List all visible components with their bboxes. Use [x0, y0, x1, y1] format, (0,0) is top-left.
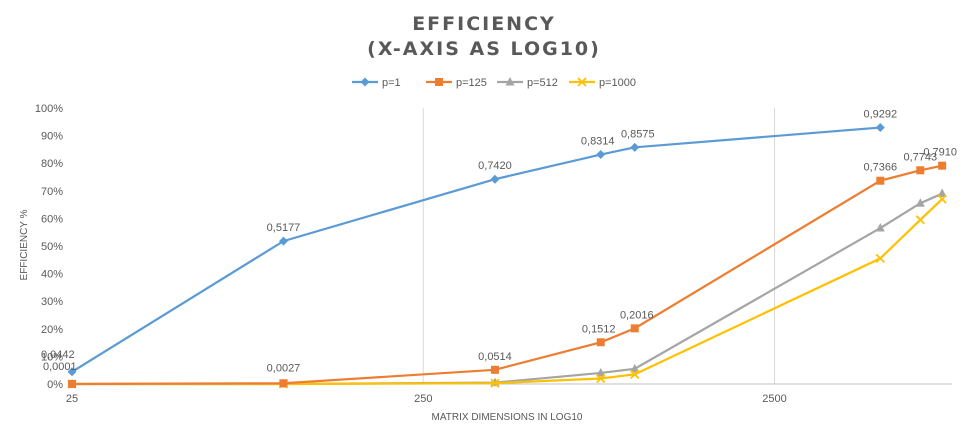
legend-item: p=1 — [352, 77, 401, 89]
marker-stroke — [937, 194, 947, 204]
point-p1000 — [875, 253, 885, 264]
legend-label: p=1 — [382, 77, 401, 89]
y-tick-label: 50% — [41, 241, 63, 253]
point-p1 — [490, 174, 500, 184]
point-p512 — [937, 188, 947, 198]
point-p1 — [630, 142, 640, 152]
data-label-p125: 0,0514 — [478, 351, 512, 363]
series-line-p1000 — [72, 198, 943, 386]
point-p1 — [278, 236, 288, 246]
y-tick-label: 40% — [41, 269, 63, 281]
grid-lines — [422, 108, 776, 384]
point-p512 — [915, 198, 925, 207]
data-label-p125: 0,7743 — [903, 151, 937, 163]
point-p1000 — [937, 194, 947, 204]
legend-marker — [435, 78, 443, 86]
data-label-p1: 0,9292 — [863, 109, 897, 121]
legend-marker — [505, 77, 515, 86]
point-p125 — [916, 166, 925, 175]
y-tick-label: 60% — [41, 213, 63, 225]
x-axis-label: MATRIX DIMENSIONS IN LOG10 — [432, 412, 583, 423]
point-p1000 — [915, 215, 925, 225]
data-label-p125: 0,1512 — [582, 323, 616, 335]
point-p125 — [630, 324, 639, 333]
data-labels: 0,0442 0,5177 0,7420 0,8314 0,8575 0,9292 0,00… — [41, 109, 957, 375]
data-label-p125: 0,0001 — [43, 361, 77, 373]
legend-marker — [577, 77, 587, 87]
marker-stroke — [915, 215, 925, 225]
y-tick-label: 100% — [35, 103, 63, 115]
data-label-p125: 0,7910 — [923, 147, 957, 159]
point-p1000 — [596, 373, 606, 384]
y-tick-label: 30% — [41, 296, 63, 308]
legend-item: p=125 — [426, 77, 487, 89]
marker-stroke — [875, 253, 885, 264]
point-p1000 — [490, 378, 500, 388]
y-tick-label: 20% — [41, 324, 63, 336]
marker-stroke — [596, 373, 606, 384]
chart-title-line1: EFFICIENCY — [412, 13, 556, 35]
data-label-p125: 0,0027 — [267, 362, 301, 374]
y-axis-label: EFFICIENCY % — [19, 209, 30, 280]
point-p1 — [67, 367, 77, 377]
legend-label: p=1000 — [599, 77, 636, 89]
legend-marker — [360, 77, 370, 87]
point-p125 — [279, 379, 288, 388]
y-tick-label: 0% — [47, 379, 63, 391]
point-p125 — [876, 176, 885, 185]
data-label-p1: 0,8314 — [581, 136, 615, 148]
series-line-p125 — [71, 164, 943, 386]
point-p1000 — [630, 369, 640, 379]
data-label-p1: 0,7420 — [478, 160, 512, 172]
point-p512 — [630, 363, 640, 373]
marker-stroke — [490, 378, 500, 388]
legend-label: p=125 — [456, 77, 487, 89]
x-tick-label: 2500 — [762, 393, 786, 405]
point-p1 — [596, 150, 606, 160]
point-p512 — [596, 367, 606, 377]
x-tick-label: 25 — [66, 393, 78, 405]
series-group — [67, 123, 947, 389]
y-tick-label: 80% — [41, 158, 63, 170]
point-p125 — [938, 161, 947, 170]
chart-title-line2: (X-AXIS AS LOG10) — [367, 38, 601, 60]
data-label-p125: 0,2016 — [620, 309, 654, 321]
y-tick-label: 90% — [41, 131, 63, 143]
point-p125 — [596, 338, 605, 347]
data-label-p1: 0,5177 — [267, 222, 301, 234]
marker-stroke — [577, 77, 587, 87]
data-label-p1: 0,8575 — [621, 128, 655, 140]
legend-label: p=512 — [527, 77, 558, 89]
data-label-p125: 0,7366 — [863, 162, 897, 174]
point-p1 — [875, 123, 885, 133]
y-tick-label: 10% — [41, 351, 63, 363]
legend-item: p=512 — [497, 77, 558, 89]
point-p125 — [68, 379, 76, 388]
point-p512 — [875, 223, 885, 232]
data-label-p1: 0,0442 — [41, 349, 75, 361]
point-p125 — [490, 365, 499, 374]
x-tick-label: 250 — [414, 393, 432, 405]
marker-stroke — [630, 369, 640, 379]
chart-legend: p=1 p=125 p=512 p=1000 — [352, 77, 636, 89]
series-line-p1 — [71, 126, 881, 373]
legend-item: p=1000 — [569, 77, 636, 89]
y-tick-label: 70% — [41, 186, 63, 198]
